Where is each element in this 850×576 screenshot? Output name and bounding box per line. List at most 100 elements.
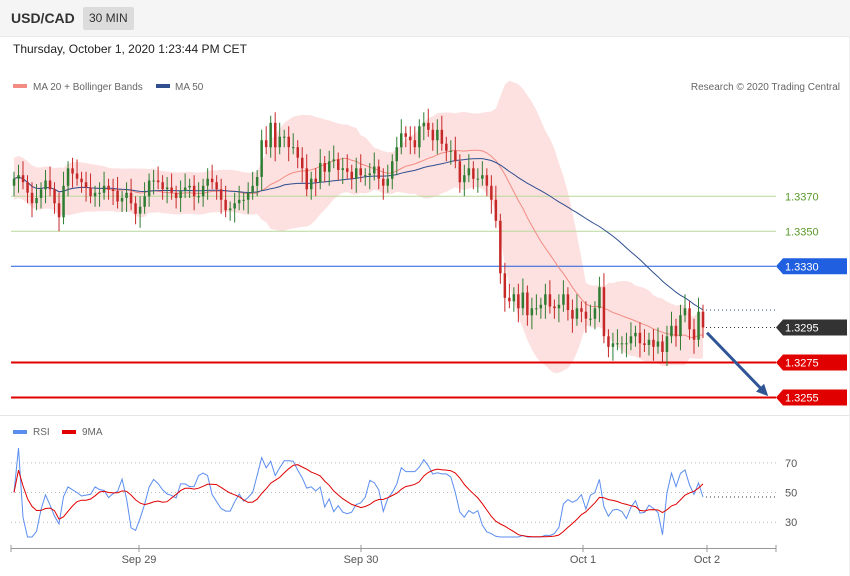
candle-body [224, 199, 227, 211]
rsi-tick-label: 50 [785, 488, 797, 500]
candle-body [602, 287, 606, 337]
level-label-1.3350: 1.3350 [785, 226, 819, 238]
candle-body [161, 182, 164, 190]
candle-body [485, 175, 489, 186]
candle-body [683, 308, 687, 316]
candle-body [156, 180, 160, 183]
candle-body [264, 140, 268, 148]
candle-body [228, 208, 232, 211]
candle-body [278, 136, 281, 148]
candle-body [170, 187, 173, 193]
candle-body [503, 273, 507, 298]
candle-body [12, 178, 16, 186]
price-layer: 1.3370 1.3350 1.3330 1.3295 1.3275 1.3255 [11, 80, 847, 406]
candle-body [521, 292, 525, 309]
candle-body [395, 147, 398, 162]
candle-body [129, 192, 133, 204]
bollinger-band-area [14, 80, 703, 373]
candle-body [391, 161, 394, 179]
candle-body [598, 287, 601, 309]
level-tag-1.3295 [776, 319, 847, 336]
time-axis-label: Oct 2 [694, 554, 720, 566]
candle-body [670, 325, 673, 337]
level-label-1.3370: 1.3370 [785, 191, 819, 203]
candle-body [237, 199, 241, 204]
candle-body [697, 311, 700, 340]
candle-body [386, 178, 389, 186]
candle-body [400, 133, 403, 148]
candle-body [260, 140, 263, 177]
forecast-arrow-head [756, 383, 769, 397]
candle-body [328, 161, 331, 172]
candle-body [454, 150, 457, 162]
candle-body [283, 136, 286, 138]
legend-ma50-swatch [156, 84, 170, 88]
candle-body [179, 191, 182, 198]
candle-body [174, 192, 178, 198]
time-axis-label: Sep 30 [344, 554, 379, 566]
candle-body [449, 150, 453, 152]
candle-body [102, 185, 106, 193]
candle-body [499, 220, 502, 274]
candle-body [418, 126, 421, 148]
candle-body [287, 136, 290, 148]
candle-body [301, 157, 304, 169]
candle-body [647, 339, 651, 345]
candle-body [607, 336, 610, 347]
legend-ma50-label: MA 50 [175, 82, 204, 93]
candle-body [337, 159, 340, 170]
candle-body [296, 147, 299, 158]
candle-body [544, 294, 547, 305]
level-label-1.3295: 1.3295 [785, 323, 819, 335]
candle-body [643, 343, 646, 345]
legend-9ma-swatch [62, 430, 76, 434]
level-tag-1.3255 [776, 389, 847, 406]
candle-body [557, 304, 561, 309]
candle-body [512, 294, 516, 302]
candle-body [210, 178, 214, 183]
candle-body [165, 187, 169, 190]
level-tag-1.3330 [776, 258, 847, 275]
candle-body [219, 189, 223, 200]
candle-body [314, 178, 317, 183]
timeframe-badge[interactable]: 30 MIN [83, 7, 134, 30]
candle-body [571, 310, 574, 319]
candle-body [530, 308, 534, 316]
candle-body [377, 166, 380, 179]
candle-body [382, 178, 385, 186]
candle-body [481, 175, 484, 179]
candle-body [566, 294, 570, 310]
candle-body [274, 122, 277, 148]
candle-body [192, 185, 196, 197]
candle-body [431, 129, 435, 141]
ma50-line [13, 158, 704, 311]
rsi-tick-label: 70 [785, 458, 797, 470]
candle-body [440, 129, 444, 144]
candle-body [116, 191, 119, 202]
candle-body [517, 294, 520, 309]
candle-body [589, 318, 592, 320]
candle-body [71, 168, 74, 174]
candle-body [30, 192, 34, 204]
candle-body [404, 133, 407, 137]
candle-body [652, 339, 655, 347]
candle-body [147, 180, 151, 197]
time-axis: Sep 29 Sep 30 Oct 1 Oct 2 [10, 545, 777, 566]
rsi-tick-label: 30 [785, 517, 797, 529]
candle-body [445, 143, 448, 151]
candle-body [679, 315, 682, 337]
time-axis-label: Sep 29 [122, 554, 157, 566]
candle-body [53, 189, 56, 204]
candle-body [422, 122, 426, 127]
candle-body [125, 192, 128, 198]
candle-body [26, 182, 29, 193]
candle-body [634, 332, 637, 337]
candle-body [593, 308, 597, 319]
candle-body [305, 168, 308, 190]
candle-body [467, 168, 471, 176]
time-axis-label: Oct 1 [570, 554, 596, 566]
candle-body [584, 311, 588, 319]
candle-body [310, 178, 313, 190]
